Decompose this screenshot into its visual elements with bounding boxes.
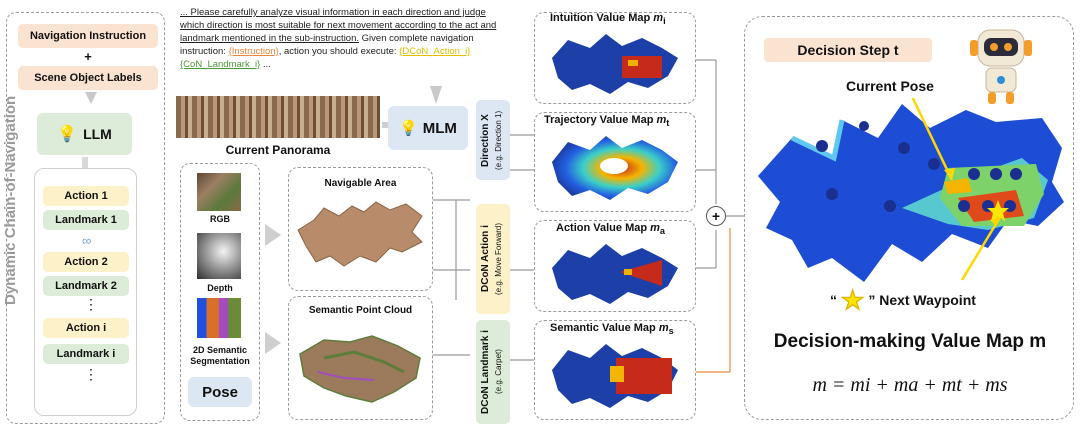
semantic-value-map <box>552 344 678 408</box>
semantic-point-cloud-map <box>299 335 421 403</box>
rgb-image <box>197 173 241 211</box>
intuition-map-label: Intuition Value Map mi <box>550 12 666 26</box>
trajectory-value-map <box>552 136 678 200</box>
decision-value-map <box>758 98 1064 282</box>
trajectory-map-panel <box>534 112 696 212</box>
prompt-landmark-tag: {CoN_Landmark_i} <box>180 59 261 70</box>
navigation-instruction-box: Navigation Instruction <box>18 24 158 48</box>
ellipsis-icon: ⋮ <box>84 296 98 312</box>
intuition-map-subscript: i <box>663 16 666 27</box>
semantic-map-panel <box>534 320 696 420</box>
chain-of-navigation-panel <box>6 12 165 424</box>
chain-action-i: Action i <box>43 318 129 338</box>
inputs-panel <box>180 163 260 421</box>
navigable-area-panel <box>288 167 433 291</box>
direction-tag-example: (e.g. Direction 1) <box>494 110 503 170</box>
action-map-label: Action Value Map ma <box>556 222 665 236</box>
semantic-point-cloud-label: Semantic Point Cloud <box>308 304 413 316</box>
navigable-area-label: Navigable Area <box>324 177 397 189</box>
arrow-to-navigable <box>265 224 281 246</box>
link-icon: ∞ <box>82 233 92 248</box>
action-tag-label: DCoN Action i <box>480 225 491 293</box>
prompt-action-tag: {DCoN_Action_i} <box>399 46 471 57</box>
intuition-map-name: Intuition Value Map <box>550 12 651 24</box>
landmark-tag-label: DCoN Landmark i <box>480 330 491 414</box>
navigable-area-map <box>297 201 423 267</box>
waypoint-label: ” Next Waypoint <box>868 292 976 308</box>
prompt-down-arrow <box>430 86 442 104</box>
semantic-map-subscript: s <box>668 326 674 337</box>
chain-action-1: Action 1 <box>43 186 129 206</box>
decision-equation: m = mi + ma + mt + ms <box>752 370 1068 400</box>
chain-landmark-i: Landmark i <box>43 344 129 364</box>
robot-icon <box>970 29 1032 104</box>
arrow-to-pointcloud <box>265 332 281 354</box>
pose-box: Pose <box>188 377 252 407</box>
trajectory-map-name: Trajectory Value Map <box>544 114 654 126</box>
segmentation-label: 2D Semantic Segmentation <box>190 345 250 366</box>
prompt-instruction-tag: {Instruction} <box>228 46 279 57</box>
intuition-map-symbol: m <box>653 12 664 24</box>
semantic-map-symbol: m <box>658 322 669 334</box>
lightbulb-icon-mlm: 💡 <box>399 120 418 137</box>
current-panorama-label: Current Panorama <box>225 143 331 157</box>
trajectory-map-symbol: m <box>656 114 667 126</box>
segmentation-image <box>197 298 241 338</box>
prompt-text-3: , action you should execute: <box>278 46 400 57</box>
direction-tag-label: Direction X <box>480 114 491 168</box>
lightbulb-icon: 💡 <box>57 126 78 143</box>
landmark-tag-example: (e.g. Carpet) <box>494 349 503 395</box>
star-icon: ★ <box>841 285 865 315</box>
next-waypoint-legend: “ ★ ” Next Waypoint <box>830 285 976 315</box>
direction-tag <box>476 100 510 180</box>
arrow-down <box>85 92 97 104</box>
action-tag-example: (e.g. Move Forward) <box>494 222 503 296</box>
intuition-value-map <box>552 34 678 94</box>
equation-text: m = mi + ma + mt + ms <box>812 373 1008 396</box>
intuition-map-panel <box>534 12 696 104</box>
llm-down-arrow <box>82 157 88 169</box>
plus-sign: + <box>84 48 92 64</box>
prompt-text-4: ... <box>260 59 271 70</box>
prompt-text-1: ... Please carefully analyze visual info… <box>180 7 497 44</box>
action-tag <box>476 204 510 314</box>
waypoint-quote-open: “ <box>830 292 837 308</box>
depth-label: Depth <box>207 283 233 293</box>
sum-operator: + <box>706 206 726 226</box>
chain-action-2: Action 2 <box>43 252 129 272</box>
prompt-text-2: Given complete navigation instruction: <box>180 33 474 57</box>
action-value-map <box>552 244 678 304</box>
scene-object-labels-box: Scene Object Labels <box>18 66 158 90</box>
current-pose-label: Current Pose <box>846 78 934 94</box>
action-map-subscript: a <box>659 226 666 237</box>
llm-box: 💡 LLM <box>37 113 132 155</box>
decision-step-badge: Decision Step t <box>764 38 932 62</box>
landmark-tag <box>476 320 510 424</box>
decision-panel <box>744 16 1074 420</box>
point-cloud-panel <box>288 296 433 420</box>
ellipsis-icon-2: ⋮ <box>84 366 98 382</box>
chain-landmark-2: Landmark 2 <box>43 276 129 296</box>
panorama-arrow <box>382 122 392 128</box>
depth-image <box>197 233 241 279</box>
action-map-symbol: m <box>650 222 660 234</box>
mlm-label: MLM <box>422 119 457 137</box>
llm-label: LLM <box>83 126 112 142</box>
trajectory-map-subscript: t <box>666 118 670 129</box>
semantic-map-name: Semantic Value Map <box>550 322 656 334</box>
semantic-map-label: Semantic Value Map ms <box>550 322 674 336</box>
trajectory-map-label: Trajectory Value Map mt <box>544 114 669 128</box>
action-map-panel <box>534 220 696 312</box>
mlm-prompt: ... Please carefully analyze visual info… <box>180 6 498 71</box>
mlm-box: 💡 MLM <box>388 106 468 150</box>
action-map-name: Action Value Map <box>556 222 648 234</box>
current-panorama-image <box>176 96 380 138</box>
rgb-label: RGB <box>210 214 230 224</box>
chain-landmark-1: Landmark 1 <box>43 210 129 230</box>
decision-value-map-title: Decision-making Value Map m <box>773 331 1047 352</box>
